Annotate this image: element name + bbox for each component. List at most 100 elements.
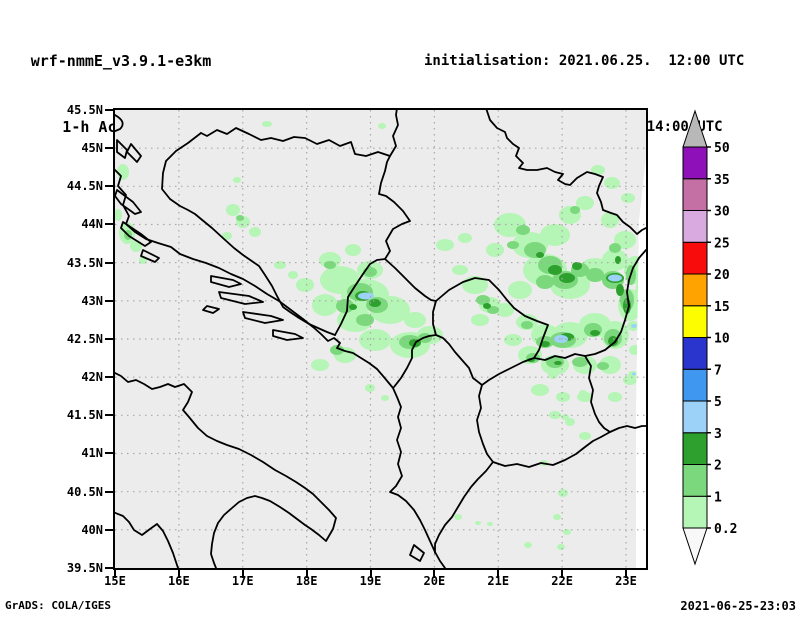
init-time-label: initialisation: 2021.06.25. 12:00 UTC <box>424 53 745 69</box>
lat-tick-label: 43.5N <box>66 255 103 270</box>
precip-cell <box>608 274 622 282</box>
grads-credit: GrADS: COLA/IGES <box>5 599 111 612</box>
precip-cell <box>631 324 637 328</box>
basemap-borders <box>115 110 646 568</box>
lon-tick-label: 19E <box>359 574 382 588</box>
precip-cell <box>553 514 561 520</box>
precip-cell <box>356 314 374 326</box>
lat-tick-mark <box>105 414 113 417</box>
lat-tick-mark <box>105 376 113 379</box>
precip-cell <box>226 204 240 216</box>
island-brac <box>210 275 242 288</box>
coastline-italy-adriatic <box>115 371 337 568</box>
precip-cell <box>540 224 570 246</box>
border-bosnia-west <box>161 132 336 336</box>
border-macedonia-bulgaria <box>584 355 611 433</box>
lon-tick-mark <box>305 570 308 578</box>
precip-cell <box>117 164 129 180</box>
coast-kvarner-island-2 <box>126 143 142 163</box>
lat-tick-label: 43N <box>81 293 103 308</box>
coastline-calabria <box>115 511 179 568</box>
lon-tick-label: 15E <box>104 574 126 588</box>
precip-cell <box>558 489 568 497</box>
lat-tick-mark <box>105 452 113 455</box>
precip-cell <box>531 384 549 396</box>
border-albania-greece <box>434 461 494 554</box>
precip-cell <box>336 299 354 313</box>
island-korcula <box>242 311 284 324</box>
precip-cell <box>324 261 336 269</box>
lon-tick-mark <box>433 570 436 578</box>
creation-timestamp: 2021-06-25-23:03 <box>680 599 796 613</box>
lat-tick-label: 41.5N <box>66 408 103 423</box>
precip-cell <box>586 268 604 282</box>
precip-cell <box>249 227 261 237</box>
colorbar-segment <box>682 210 708 243</box>
precip-cell <box>572 357 588 367</box>
colorbar-below-min-arrow <box>682 527 708 566</box>
lon-tick-mark <box>625 570 627 578</box>
border-kosovo <box>432 277 549 386</box>
precip-cell <box>330 345 344 355</box>
precip-cell <box>608 336 618 346</box>
colorbar-label: 10 <box>714 332 730 347</box>
colorbar-above-max-arrow <box>682 109 708 148</box>
island-vis <box>202 305 220 314</box>
coastline-adriatic-east <box>115 168 446 568</box>
border-macedonia-north <box>533 353 586 361</box>
lon-tick-mark <box>241 570 244 578</box>
lat-tick-label: 39.5N <box>66 560 103 575</box>
precip-cell <box>570 206 580 214</box>
lat-tick-label: 44N <box>81 217 103 232</box>
lon-tick-mark <box>177 570 180 578</box>
lat-tick-label: 40.5N <box>66 484 103 499</box>
precip-cell <box>404 312 426 328</box>
island-pag <box>115 189 142 215</box>
lat-tick-mark <box>105 185 113 188</box>
precip-cell <box>597 362 609 370</box>
colorbar-label: 15 <box>714 300 730 315</box>
precip-cell <box>262 121 272 127</box>
precip-cell <box>487 306 499 314</box>
lat-tick-mark <box>105 109 113 111</box>
border-serbia-bulgaria <box>584 249 646 357</box>
latlon-gridlines <box>115 110 646 568</box>
precip-cell <box>608 392 622 402</box>
precip-cell <box>616 284 624 296</box>
colorbar-label: 5 <box>714 395 722 410</box>
precip-cell <box>311 359 329 371</box>
precip-cell <box>615 256 621 264</box>
precip-cell <box>504 334 522 346</box>
precip-cell <box>563 529 571 535</box>
lat-tick-label: 42N <box>81 370 103 385</box>
precip-level-3-group <box>358 274 637 376</box>
lon-tick-label: 17E <box>231 574 254 588</box>
precip-cell <box>621 193 635 203</box>
precip-cell <box>130 240 142 252</box>
lon-tick-label: 18E <box>295 574 318 588</box>
lat-tick-label: 45N <box>81 141 103 156</box>
lon-tick-mark <box>369 570 372 578</box>
precip-cell <box>358 292 374 300</box>
border-sava-north <box>200 127 391 157</box>
lat-tick-label: 42.5N <box>66 331 103 346</box>
precip-cell <box>476 295 490 305</box>
precip-cell <box>540 341 550 347</box>
precip-cell <box>557 544 565 550</box>
precip-cell <box>516 225 530 235</box>
precip-cell <box>632 372 636 376</box>
precipitation-map <box>115 110 646 568</box>
precip-cell <box>507 241 519 249</box>
colorbar-segment <box>682 146 708 180</box>
precip-cell <box>548 265 562 275</box>
colorbar-label: 30 <box>714 205 730 220</box>
colorbar-segment <box>682 273 708 307</box>
lat-tick-mark <box>105 490 113 493</box>
precip-cell <box>508 281 532 299</box>
precip-cell <box>614 231 636 249</box>
precip-cell <box>458 233 472 243</box>
colorbar-label: 35 <box>714 173 730 188</box>
coast-istria <box>115 114 124 133</box>
lat-tick-label: 45.5N <box>66 103 103 117</box>
colorbar-segment <box>682 432 708 465</box>
